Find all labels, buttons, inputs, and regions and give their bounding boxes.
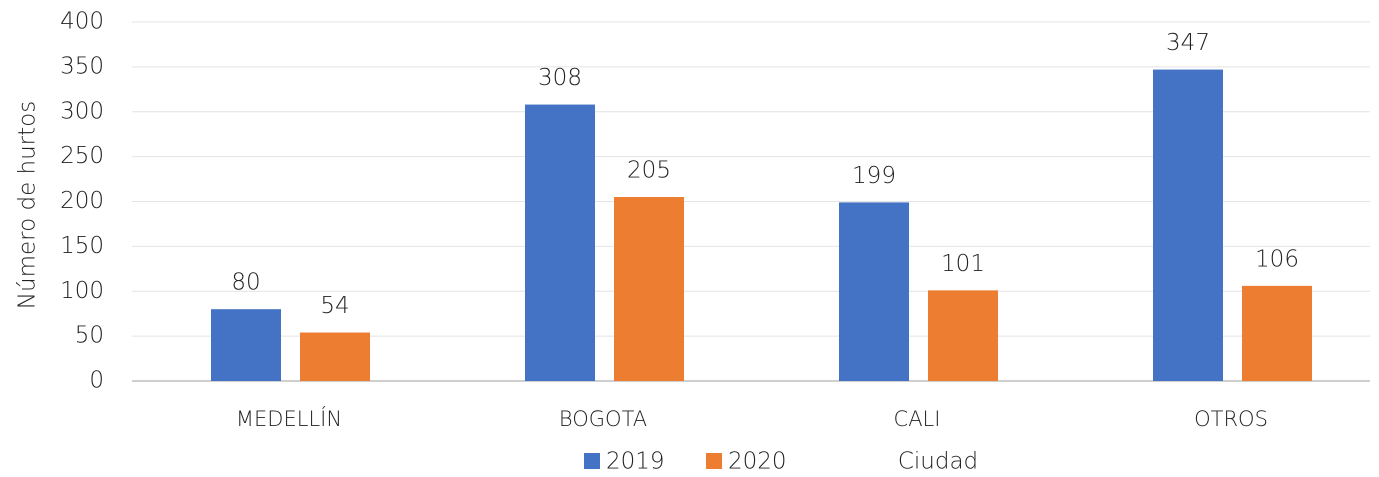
- x-tick-label: BOGOTA: [559, 407, 647, 431]
- y-tick-label: 50: [75, 323, 104, 349]
- bar: [839, 202, 909, 381]
- y-tick-label: 400: [60, 9, 104, 35]
- value-label: 199: [852, 163, 896, 189]
- legend-label: 2020: [728, 449, 787, 475]
- value-label: 308: [538, 65, 582, 91]
- bar: [211, 309, 281, 381]
- y-tick-label: 150: [60, 233, 104, 259]
- y-tick-label: 250: [60, 143, 104, 169]
- x-tick-label: OTROS: [1194, 407, 1268, 431]
- y-tick-label: 300: [60, 98, 104, 124]
- value-label: 101: [941, 251, 985, 277]
- value-label: 80: [231, 270, 260, 296]
- value-label: 205: [627, 158, 671, 184]
- x-tick-label: CALI: [894, 407, 941, 431]
- bar: [525, 104, 595, 381]
- legend-swatch: [706, 453, 722, 469]
- x-axis-label: Ciudad: [898, 449, 978, 475]
- y-tick-label: 350: [60, 53, 104, 79]
- bar: [614, 197, 684, 381]
- x-tick-label: MEDELLÍN: [236, 406, 342, 431]
- legend-swatch: [584, 453, 600, 469]
- y-axis-label: Número de hurtos: [15, 101, 41, 309]
- value-label: 347: [1166, 30, 1210, 56]
- value-label: 106: [1255, 246, 1299, 272]
- y-tick-label: 100: [60, 278, 104, 304]
- legend-label: 2019: [606, 449, 665, 475]
- bar: [300, 332, 370, 381]
- y-tick-label: 0: [89, 368, 104, 394]
- y-tick-label: 200: [60, 188, 104, 214]
- value-label: 54: [320, 293, 349, 319]
- bar: [1153, 69, 1223, 381]
- bar: [1242, 285, 1312, 381]
- bar: [928, 290, 998, 381]
